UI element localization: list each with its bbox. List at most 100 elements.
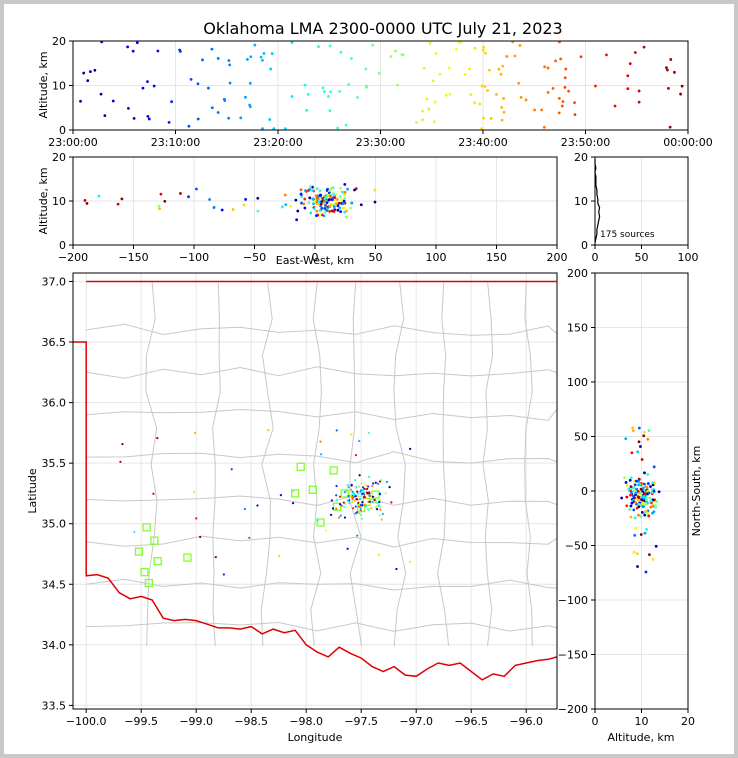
lightning-source-point — [642, 45, 646, 49]
lightning-source-point — [488, 68, 491, 72]
lightning-source-point — [338, 495, 342, 498]
lightning-source-point — [242, 203, 246, 207]
lightning-source-point — [319, 440, 322, 443]
lightning-source-point — [636, 489, 640, 493]
lightning-source-point — [388, 486, 391, 489]
lightning-source-point — [269, 67, 273, 71]
lightning-source-point — [346, 483, 349, 487]
lightning-source-point — [352, 507, 355, 510]
lightning-source-point — [500, 118, 504, 122]
lightning-source-point — [358, 497, 362, 501]
latitude-tick-label: 36.5 — [42, 336, 67, 349]
lightning-source-point — [651, 557, 655, 561]
lightning-source-point — [343, 516, 347, 519]
lightning-source-point — [358, 439, 361, 443]
altitude-tick-label: 0 — [59, 239, 66, 252]
lightning-source-point — [343, 182, 347, 186]
source-count-label: 175 sources — [600, 230, 655, 240]
lightning-source-point — [359, 510, 362, 513]
lightning-source-point — [652, 510, 656, 514]
time-tick-label: 00:00:00 — [663, 136, 712, 149]
county-lines — [86, 282, 558, 647]
lightning-source-point — [152, 84, 156, 88]
lightning-source-point — [354, 479, 357, 482]
lightning-source-point — [385, 480, 389, 484]
time-tick-label: 23:20:00 — [253, 136, 302, 149]
lightning-source-point — [347, 83, 351, 86]
lightning-source-point — [363, 503, 367, 506]
lightning-source-point — [375, 508, 379, 511]
lightning-source-point — [256, 209, 260, 213]
lightning-source-point — [289, 204, 293, 208]
lightning-source-point — [338, 503, 342, 506]
ns-tick-label: 0 — [581, 485, 588, 498]
lightning-source-point — [344, 502, 347, 505]
latitude-tick-label: 37.0 — [42, 275, 67, 288]
lightning-source-point — [290, 95, 294, 98]
lightning-source-point — [645, 527, 649, 531]
lightning-source-point — [655, 499, 659, 503]
ew-tick-label: 150 — [486, 251, 507, 264]
lightning-source-point — [270, 52, 274, 56]
lightning-source-point — [473, 46, 477, 50]
lightning-source-point — [346, 187, 349, 191]
lightning-source-point — [361, 488, 365, 492]
lightning-source-point — [228, 63, 232, 67]
lightning-source-point — [256, 196, 260, 200]
lightning-source-point — [300, 201, 303, 205]
lightning-source-point — [246, 58, 249, 61]
lightning-source-point — [354, 486, 357, 489]
lightning-source-point — [344, 215, 348, 219]
lightning-source-point — [354, 495, 357, 498]
lightning-source-point — [302, 202, 306, 206]
longitude-tick-label: −99.0 — [179, 715, 213, 728]
lightning-source-point — [524, 98, 528, 102]
lightning-source-point — [350, 433, 353, 436]
lma-station-marker — [340, 489, 349, 498]
lightning-source-point — [329, 513, 333, 516]
lightning-source-point — [495, 93, 498, 96]
lightning-source-point — [415, 120, 418, 124]
lightning-source-point — [335, 507, 338, 510]
lightning-source-point — [227, 116, 231, 120]
lightning-source-point — [633, 51, 637, 54]
lma-station-marker — [142, 523, 151, 532]
lightning-source-point — [290, 41, 294, 44]
lightning-source-point — [243, 95, 247, 99]
lightning-source-point — [152, 492, 155, 495]
county-line — [310, 282, 322, 647]
lightning-source-point — [629, 493, 632, 497]
lightning-source-point — [318, 189, 322, 193]
lightning-source-point — [646, 437, 650, 441]
county-line — [86, 535, 558, 548]
lightning-source-point — [376, 501, 379, 505]
lightning-source-point — [664, 66, 668, 70]
lightning-source-point — [378, 500, 381, 504]
chart-title: Oklahoma LMA 2300-0000 UTC July 21, 2023 — [203, 19, 562, 38]
lightning-source-point — [231, 208, 235, 211]
lightning-source-point — [280, 205, 284, 209]
lightning-source-point — [409, 447, 412, 450]
lightning-source-point — [361, 501, 364, 504]
lightning-source-point — [669, 58, 673, 61]
lightning-source-point — [126, 45, 130, 49]
lightning-source-point — [641, 505, 645, 508]
lightning-source-point — [239, 116, 243, 120]
lightning-source-point — [341, 202, 345, 206]
lightning-source-point — [673, 70, 676, 74]
lightning-source-point — [637, 426, 641, 430]
altitude-tick-label: 0 — [581, 239, 588, 252]
lightning-source-point — [359, 513, 363, 517]
longitude-tick-label: −99.5 — [124, 715, 158, 728]
lightning-source-point — [374, 481, 377, 484]
lma-station-marker — [134, 547, 144, 556]
lightning-source-point — [444, 93, 448, 97]
lightning-source-point — [82, 71, 86, 75]
lightning-source-point — [468, 67, 472, 71]
latitude-tick-label: 36.0 — [42, 397, 67, 410]
lightning-source-point — [371, 43, 375, 47]
lightning-source-point — [328, 44, 332, 48]
lightning-source-point — [193, 490, 196, 494]
lightning-source-point — [328, 198, 331, 201]
lightning-source-point — [315, 214, 318, 218]
